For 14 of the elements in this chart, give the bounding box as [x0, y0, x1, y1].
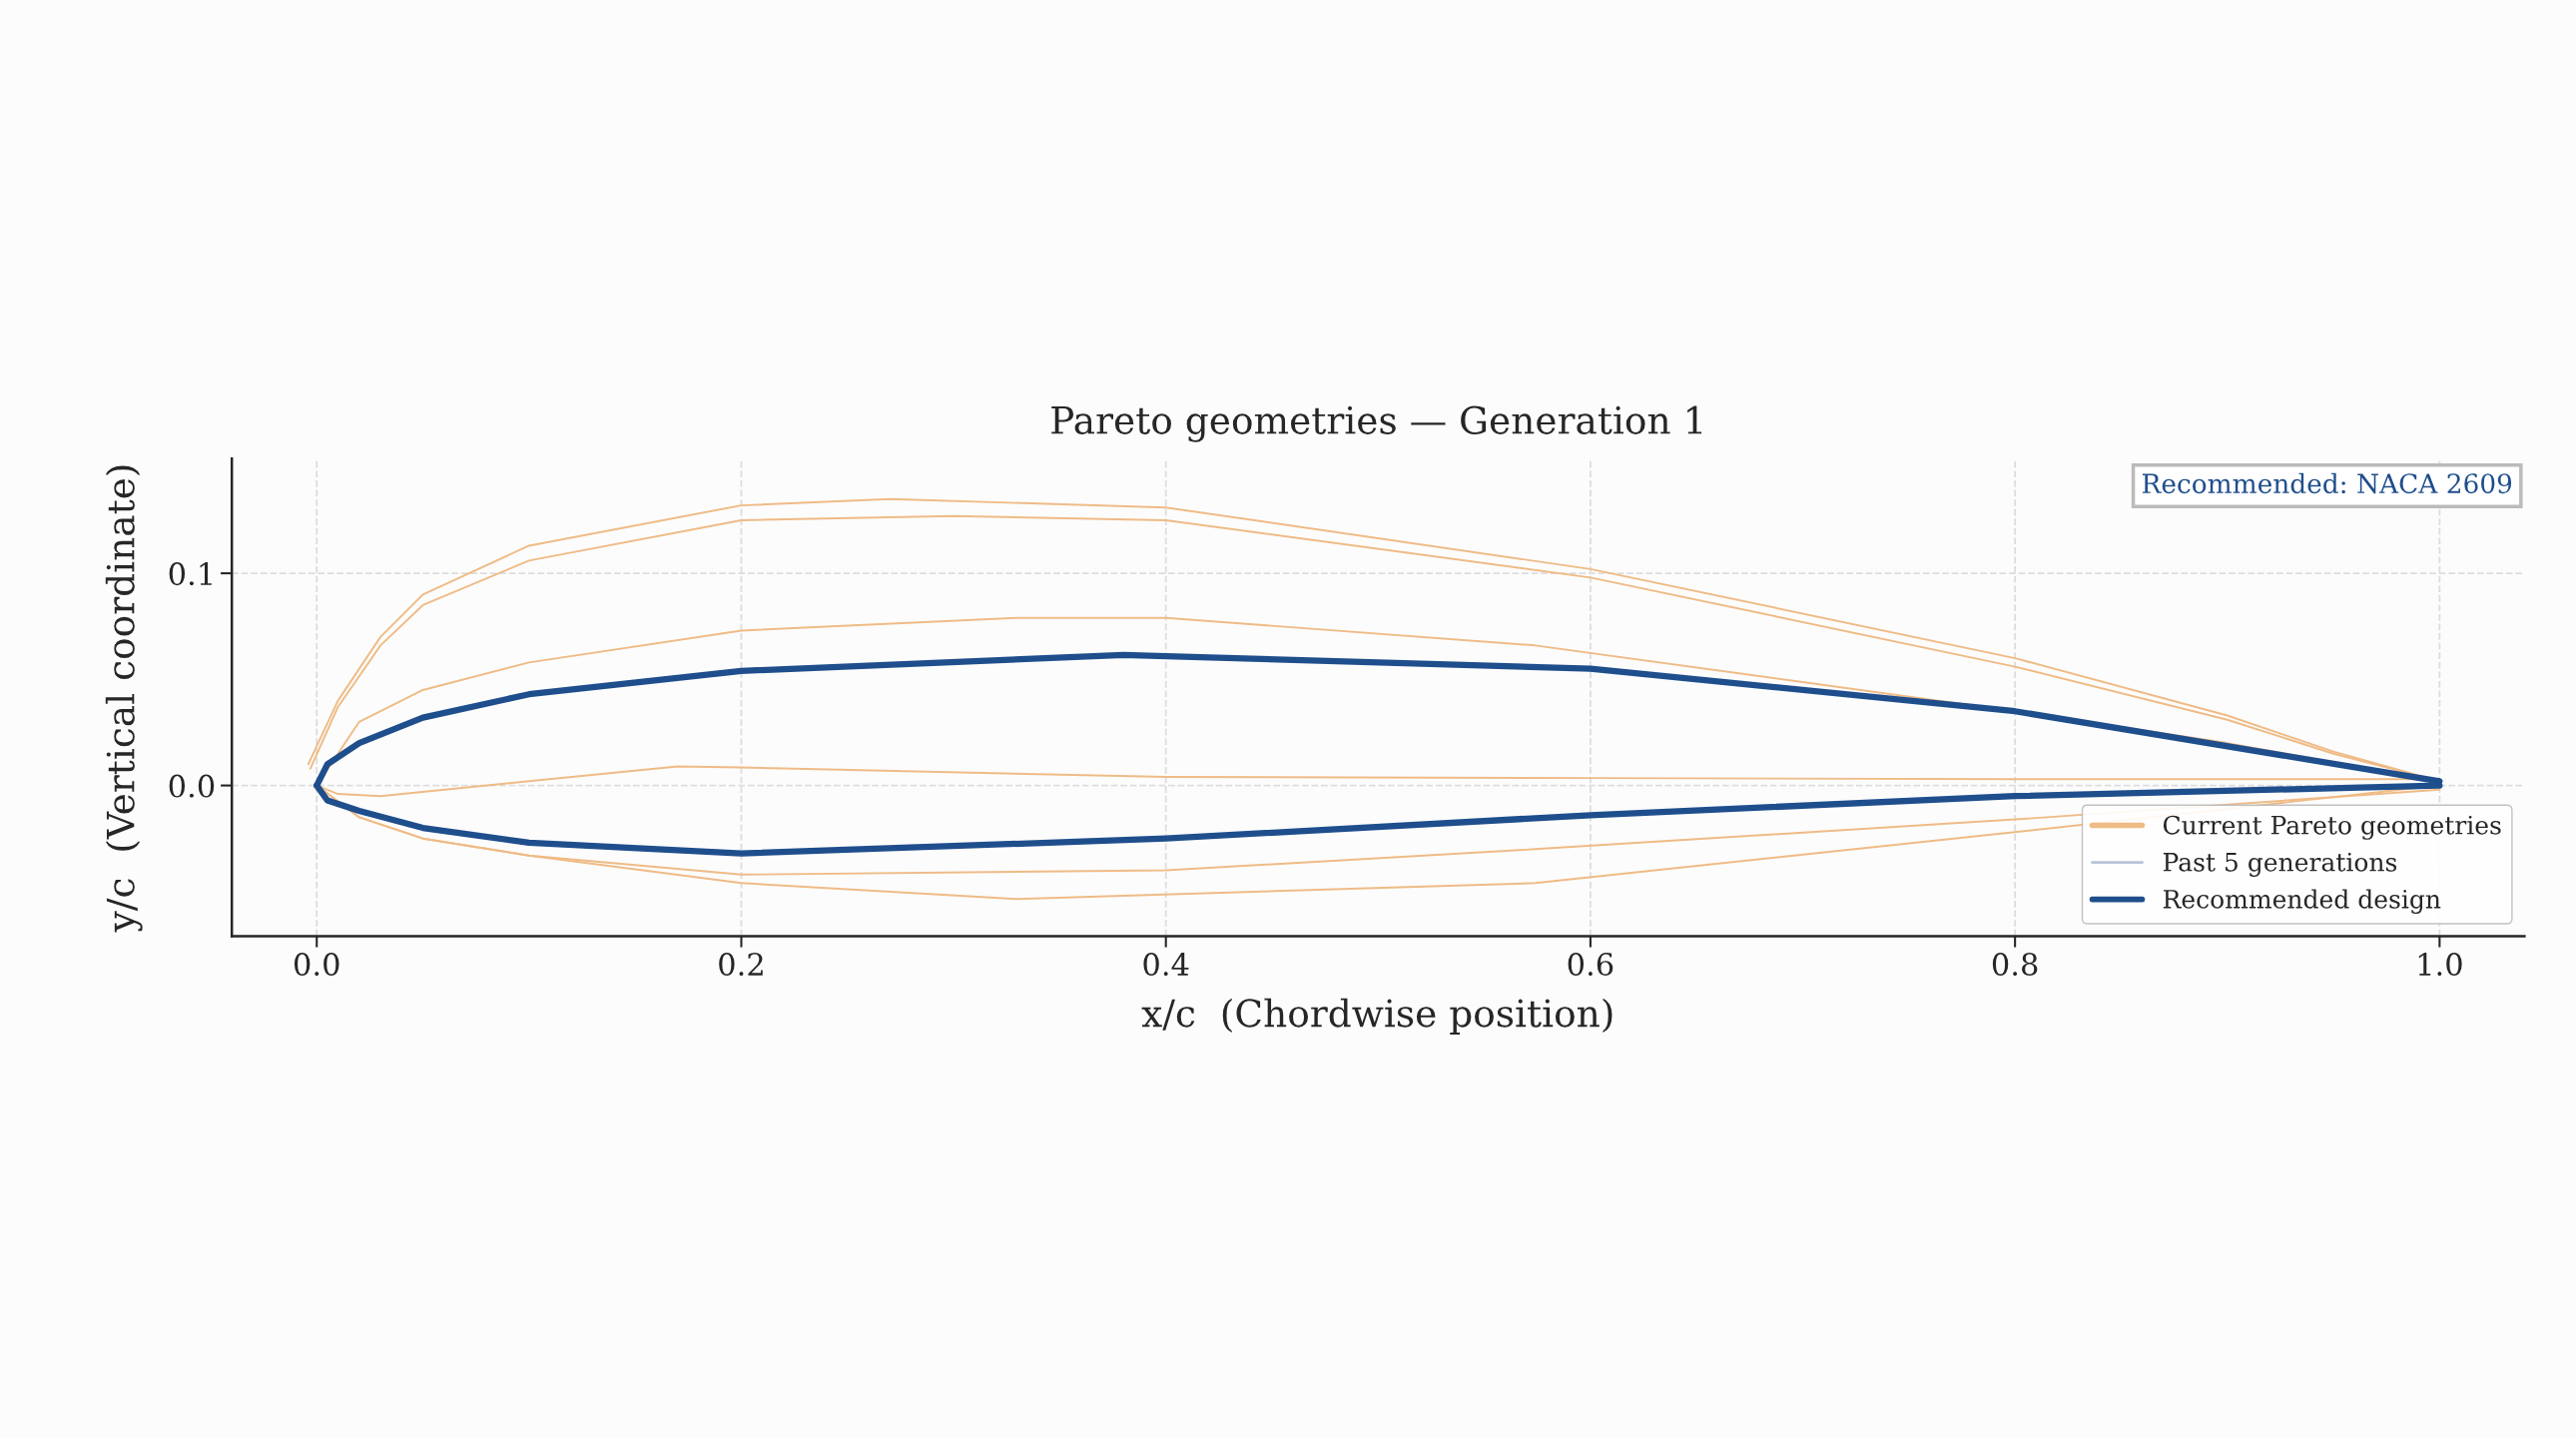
y-axis-title: y/c (Vertical coordinate): [105, 465, 143, 933]
x-tick-label: 1.0: [2418, 952, 2462, 977]
annotation: Recommended: NACA 2609: [2142, 472, 2512, 494]
x-tick-label: 0.4: [1143, 952, 1189, 977]
x-axis-title: x/c (Chordwise position): [1141, 998, 1612, 1035]
x-tick-label: 0.0: [294, 952, 339, 977]
y-tick-label: 0.1: [169, 562, 212, 586]
chart-title: Pareto geometries — Generation 1: [1051, 405, 1702, 442]
legend-label: Past 5 generations: [2163, 852, 2397, 877]
x-tick-label: 0.6: [1568, 952, 1613, 977]
legend-label: Recommended design: [2163, 889, 2441, 914]
legend-label: Current Pareto geometries: [2163, 815, 2501, 840]
x-tick-label: 0.8: [1992, 952, 2038, 977]
x-tick-label: 0.2: [719, 952, 763, 977]
